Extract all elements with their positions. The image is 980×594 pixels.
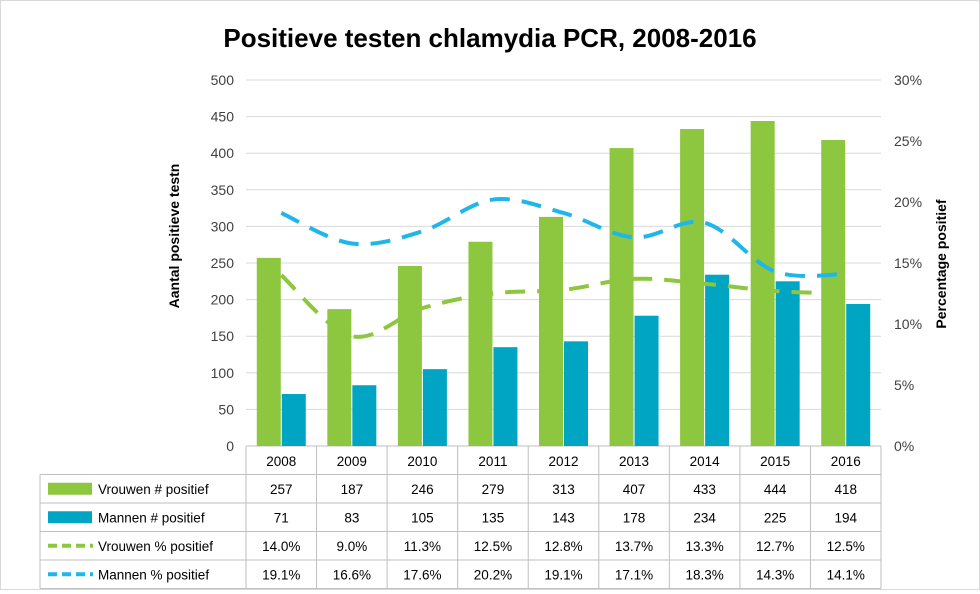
y-tick-label: 0 (226, 438, 234, 454)
bar-vrouwen (539, 216, 563, 446)
table-value: 20.2% (474, 567, 512, 582)
bar-mannen (775, 281, 800, 446)
table-year-label: 2010 (407, 454, 437, 469)
table-value: 13.7% (615, 539, 653, 554)
table-value: 14.3% (756, 567, 794, 582)
table-value: 83 (344, 510, 359, 525)
legend-label: Mannen # positief (98, 510, 205, 525)
y-tick-label: 150 (211, 328, 235, 344)
legend-label: Vrouwen # positief (98, 482, 209, 497)
legend-swatch (48, 511, 92, 524)
table-value: 433 (693, 482, 716, 497)
y2-tick-label: 0% (894, 438, 914, 454)
bar-mannen (352, 385, 377, 446)
table-value: 9.0% (336, 539, 367, 554)
table-value: 105 (411, 510, 434, 525)
table-year-label: 2009 (337, 454, 367, 469)
table-year-label: 2013 (619, 454, 649, 469)
bar-vrouwen (609, 148, 634, 447)
bar-vrouwen (680, 129, 705, 446)
table-value: 14.1% (827, 567, 865, 582)
y-tick-label: 200 (211, 292, 235, 308)
table-value: 313 (552, 482, 575, 497)
table-year-label: 2014 (690, 454, 721, 469)
bar-mannen (846, 303, 871, 446)
y-tick-label: 300 (211, 218, 235, 234)
y-tick-label: 50 (218, 401, 234, 417)
bars (256, 120, 871, 447)
y2-tick-label: 10% (894, 316, 922, 332)
y-axis-ticks: 0 50 100 150 200 250 300 350 400 450 500 (211, 72, 235, 454)
table-value: 444 (764, 482, 787, 497)
table-value: 19.1% (262, 567, 300, 582)
table-value: 143 (552, 510, 575, 525)
y2-tick-label: 30% (894, 72, 922, 88)
table-value: 11.3% (404, 539, 441, 554)
bar-mannen (281, 394, 306, 446)
legend-label: Vrouwen % positief (98, 539, 213, 554)
table-value: 14.0% (262, 539, 300, 554)
chart-title: Positieve testen chlamydia PCR, 2008-201… (223, 23, 756, 53)
y-tick-label: 250 (211, 255, 235, 271)
bar-vrouwen (397, 265, 422, 446)
y-tick-label: 100 (211, 365, 235, 381)
bar-mannen (564, 341, 588, 446)
bar-mannen (422, 369, 447, 446)
bar-mannen (493, 347, 518, 446)
table-year-label: 2011 (478, 454, 507, 469)
table-value: 194 (834, 510, 857, 525)
table-value: 19.1% (544, 567, 582, 582)
line-mannen-pct (280, 197, 846, 278)
table-value: 407 (623, 482, 646, 497)
table-year-label: 2015 (760, 454, 790, 469)
y-axis-title: Aantal positieve testn (166, 164, 182, 309)
y2-axis-ticks: 0% 5% 10% 15% 20% 25% 30% (894, 72, 922, 454)
table-value: 418 (834, 482, 857, 497)
lines (279, 197, 846, 339)
y-tick-label: 350 (211, 182, 235, 198)
table-value: 17.6% (403, 567, 441, 582)
table-year-label: 2008 (266, 454, 296, 469)
table-value: 135 (482, 510, 505, 525)
table-value: 12.8% (544, 539, 582, 554)
legend-label: Mannen % positief (98, 567, 209, 582)
y-tick-label: 500 (211, 72, 235, 88)
bar-vrouwen (468, 241, 493, 446)
table-value: 71 (274, 510, 289, 525)
legend-swatch (48, 482, 92, 495)
table-year-label: 2016 (831, 454, 861, 469)
y2-tick-label: 5% (894, 377, 914, 393)
bar-mannen (705, 274, 730, 446)
bar-vrouwen (256, 257, 281, 446)
gridlines (246, 79, 881, 447)
table-value: 16.6% (333, 567, 371, 582)
table-value: 178 (623, 510, 646, 525)
bar-vrouwen (750, 120, 775, 446)
table-value: 234 (693, 510, 716, 525)
y-tick-label: 450 (211, 109, 235, 125)
line-vrouwen-pct (279, 273, 846, 339)
table-value: 13.3% (685, 539, 723, 554)
y2-tick-label: 15% (894, 255, 922, 271)
table-value: 187 (341, 482, 364, 497)
y-tick-label: 400 (211, 145, 235, 161)
table-value: 12.5% (474, 539, 512, 554)
y2-tick-label: 25% (894, 133, 922, 149)
bar-mannen (634, 315, 659, 446)
table-value: 12.7% (756, 539, 794, 554)
y2-axis-title: Percentage positief (933, 199, 949, 328)
table-value: 17.1% (615, 567, 653, 582)
table-value: 225 (764, 510, 787, 525)
table-value: 246 (411, 482, 434, 497)
table-value: 257 (270, 482, 293, 497)
data-table: 2008 2009 2010 2011 2012 2013 2014 2015 2016 Vrou… (39, 446, 882, 589)
table-value: 12.5% (827, 539, 865, 554)
table-year-label: 2012 (548, 454, 578, 469)
y2-tick-label: 20% (894, 194, 922, 210)
table-value: 279 (482, 482, 505, 497)
table-value: 18.3% (685, 567, 723, 582)
